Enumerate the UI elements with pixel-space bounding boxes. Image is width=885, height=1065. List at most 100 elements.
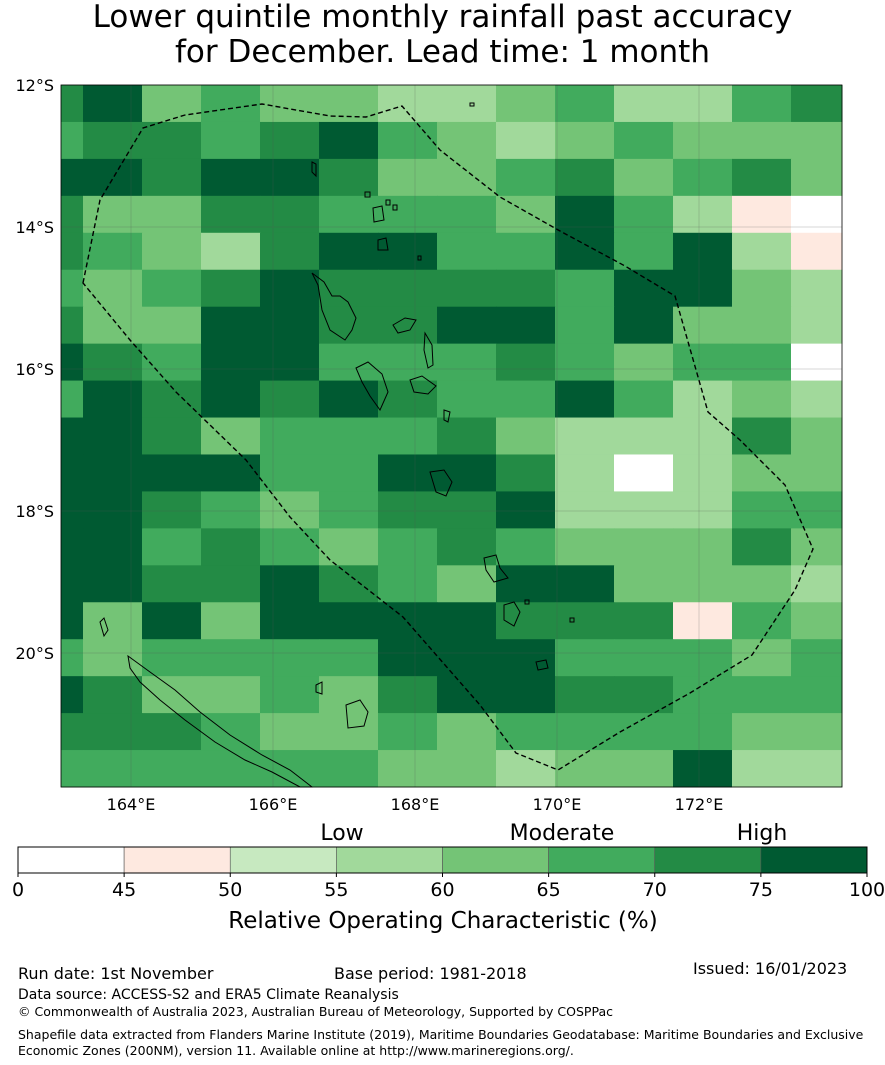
grid-cell [378,85,438,123]
grid-cell [673,602,733,640]
grid-cell [260,269,320,308]
colorbar-tick-label: 70 [643,879,667,901]
grid-cell [61,85,84,123]
grid-cell [319,528,379,566]
grid-cell [83,676,143,714]
grid-cell [201,306,261,345]
grid-cell [83,85,143,123]
grid-cell [555,195,615,234]
grid-cell [555,158,615,197]
grid-cell [260,565,320,603]
grid-cell [496,158,556,197]
grid-cell [791,417,843,455]
title-line-1: Lower quintile monthly rainfall past acc… [92,0,793,35]
island-outline [417,255,422,261]
grid-cell [791,713,843,751]
grid-cell [791,602,843,640]
grid-cell [260,343,320,382]
grid-cell [732,417,792,455]
colorbar-segment [760,846,868,874]
grid-cell [555,417,615,455]
island-outline [315,681,323,695]
latitude-label: 12°S [15,76,54,95]
grid-cell [791,639,843,677]
grid-cell [673,528,733,566]
grid-cell [201,491,261,529]
data-source: Data source: ACCESS-S2 and ERA5 Climate … [18,987,399,1003]
grid-cell [319,565,379,603]
grid-cell [791,232,843,271]
colorbar-category-label: Moderate [510,821,615,846]
grid-cell [732,158,792,197]
grid-cell [142,343,202,382]
grid-cell [142,565,202,603]
island-outline [483,554,509,583]
grid-cell [142,306,202,345]
grid-cell [437,121,497,160]
grid-cell [614,306,674,345]
grid-cell [260,85,320,123]
grid-cell [791,380,843,419]
grid-cell [614,195,674,234]
grid-cell [732,85,792,123]
grid-cell [260,417,320,455]
grid-cell [83,232,143,271]
grid-cell [496,85,556,123]
grid-cell [319,195,379,234]
grid-cell [437,713,497,751]
grid-cell [319,491,379,529]
grid-cell [555,713,615,751]
grid-cell [732,750,792,788]
grid-cell [61,491,84,529]
grid-cell [260,232,320,271]
grid-cell [260,195,320,234]
grid-cell [260,454,320,492]
island-outline [355,361,389,412]
grid-cell [142,491,202,529]
grid-cell [201,85,261,123]
grid-cell [555,602,615,640]
grid-cell [791,565,843,603]
grid-cell [437,750,497,788]
island-outline [377,237,389,251]
grid-cell [555,491,615,529]
grid-cell [555,85,615,123]
grid-cell [496,639,556,677]
grid-cell [614,232,674,271]
grid-cell [732,565,792,603]
grid-cell [555,454,615,492]
grid-cell [732,269,792,308]
grid-cell [437,269,497,308]
grid-cell [201,158,261,197]
grid-cell [791,750,843,788]
grid-cell [791,121,843,160]
grid-cell [319,158,379,197]
grid-cell [437,343,497,382]
grid-cell [61,676,84,714]
grid-cell [61,306,84,345]
grid-cell [319,232,379,271]
grid-cell [260,158,320,197]
grid-cell [319,269,379,308]
grid-cell [83,639,143,677]
grid-cell [791,195,843,234]
grid-cell [673,232,733,271]
grid-cell [614,602,674,640]
grid-cell [260,121,320,160]
grid-cell [319,306,379,345]
grid-cell [673,713,733,751]
longitude-label: 172°E [675,795,724,814]
grid-cell [61,602,84,640]
grid-cell [732,195,792,234]
grid-cell [83,565,143,603]
grid-cell [142,528,202,566]
grid-cell [83,602,143,640]
latitude-labels: 12°S 14°S 16°S 18°S 20°S [15,76,54,663]
grid-cell [201,343,261,382]
island-outline [569,617,575,623]
grid-cell [732,602,792,640]
grid-cell [673,380,733,419]
grid-cell [378,343,438,382]
grid-cell [201,454,261,492]
grid-cell [555,565,615,603]
